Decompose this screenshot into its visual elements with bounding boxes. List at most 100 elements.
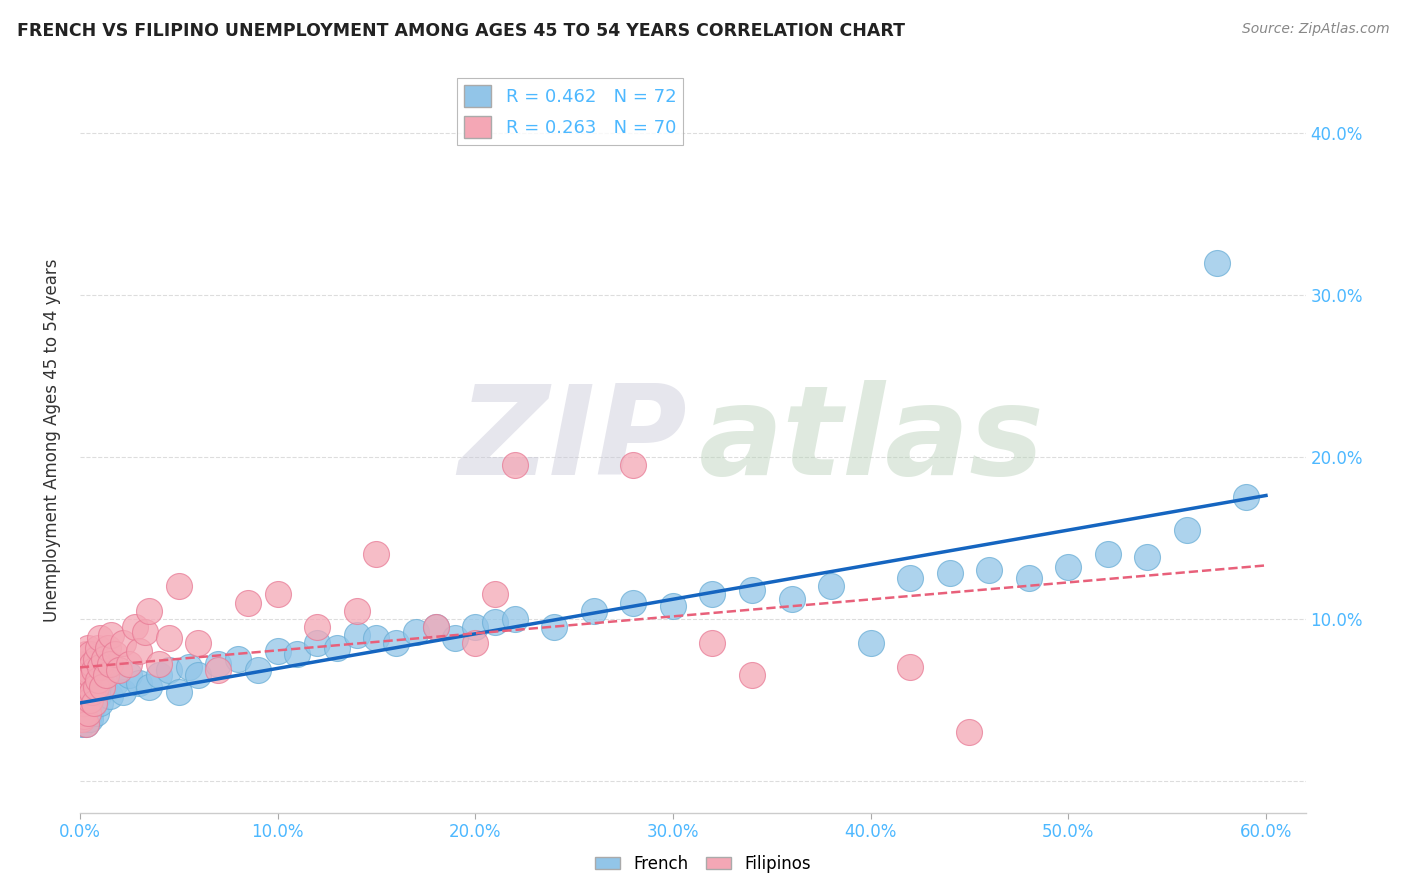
Legend: French, Filipinos: French, Filipinos bbox=[589, 848, 817, 880]
Point bbox=[444, 631, 467, 645]
Text: FRENCH VS FILIPINO UNEMPLOYMENT AMONG AGES 45 TO 54 YEARS CORRELATION CHART: FRENCH VS FILIPINO UNEMPLOYMENT AMONG AG… bbox=[17, 22, 905, 40]
Point bbox=[73, 700, 96, 714]
Point bbox=[187, 636, 209, 650]
Point bbox=[75, 684, 97, 698]
Point bbox=[76, 706, 98, 720]
Point bbox=[702, 587, 724, 601]
Point bbox=[979, 563, 1001, 577]
Point bbox=[70, 712, 93, 726]
Point bbox=[84, 680, 107, 694]
Point bbox=[1097, 547, 1119, 561]
Point bbox=[484, 587, 506, 601]
Point bbox=[1234, 491, 1257, 505]
Point bbox=[582, 604, 605, 618]
Point bbox=[70, 696, 93, 710]
Point bbox=[780, 592, 803, 607]
Point bbox=[167, 579, 190, 593]
Point bbox=[621, 595, 644, 609]
Point bbox=[543, 620, 565, 634]
Point bbox=[75, 696, 97, 710]
Point bbox=[86, 640, 108, 655]
Point bbox=[148, 668, 170, 682]
Point bbox=[898, 571, 921, 585]
Point bbox=[70, 668, 93, 682]
Point bbox=[73, 706, 96, 720]
Point bbox=[138, 680, 160, 694]
Point bbox=[405, 624, 427, 639]
Point bbox=[93, 652, 115, 666]
Point bbox=[86, 690, 108, 704]
Point bbox=[70, 680, 93, 694]
Point bbox=[1175, 523, 1198, 537]
Point bbox=[366, 631, 388, 645]
Point bbox=[90, 680, 112, 694]
Point bbox=[124, 620, 146, 634]
Point bbox=[73, 657, 96, 671]
Point bbox=[93, 680, 115, 694]
Point bbox=[70, 706, 93, 720]
Point bbox=[100, 628, 122, 642]
Point bbox=[79, 692, 101, 706]
Point bbox=[89, 684, 111, 698]
Point bbox=[79, 668, 101, 682]
Point bbox=[83, 696, 105, 710]
Point bbox=[79, 712, 101, 726]
Point bbox=[76, 700, 98, 714]
Point bbox=[425, 620, 447, 634]
Point bbox=[104, 648, 127, 662]
Point bbox=[80, 684, 103, 698]
Point bbox=[73, 673, 96, 688]
Point bbox=[959, 725, 981, 739]
Point bbox=[1136, 550, 1159, 565]
Point bbox=[236, 595, 259, 609]
Point bbox=[285, 648, 308, 662]
Point bbox=[86, 673, 108, 688]
Point bbox=[503, 612, 526, 626]
Point bbox=[79, 692, 101, 706]
Point bbox=[89, 660, 111, 674]
Point bbox=[741, 668, 763, 682]
Point bbox=[104, 676, 127, 690]
Point bbox=[84, 706, 107, 720]
Point bbox=[741, 582, 763, 597]
Point bbox=[503, 458, 526, 472]
Point bbox=[75, 692, 97, 706]
Point bbox=[75, 717, 97, 731]
Point bbox=[425, 620, 447, 634]
Point bbox=[83, 676, 105, 690]
Legend: R = 0.462   N = 72, R = 0.263   N = 70: R = 0.462 N = 72, R = 0.263 N = 70 bbox=[457, 78, 683, 145]
Point bbox=[70, 712, 93, 726]
Point bbox=[75, 717, 97, 731]
Point bbox=[938, 566, 960, 581]
Point bbox=[73, 708, 96, 723]
Point bbox=[79, 648, 101, 662]
Point bbox=[346, 604, 368, 618]
Point bbox=[73, 708, 96, 723]
Point bbox=[385, 636, 408, 650]
Point bbox=[346, 628, 368, 642]
Point bbox=[98, 657, 121, 671]
Point bbox=[79, 706, 101, 720]
Point bbox=[128, 644, 150, 658]
Point bbox=[177, 660, 200, 674]
Point bbox=[118, 657, 141, 671]
Point bbox=[366, 547, 388, 561]
Text: Source: ZipAtlas.com: Source: ZipAtlas.com bbox=[1241, 22, 1389, 37]
Point bbox=[859, 636, 882, 650]
Point bbox=[70, 708, 93, 723]
Point bbox=[70, 684, 93, 698]
Point bbox=[138, 604, 160, 618]
Point bbox=[76, 712, 98, 726]
Point bbox=[326, 640, 349, 655]
Point bbox=[207, 657, 229, 671]
Point bbox=[70, 717, 93, 731]
Point bbox=[246, 664, 269, 678]
Point bbox=[167, 684, 190, 698]
Point bbox=[84, 652, 107, 666]
Point bbox=[112, 636, 135, 650]
Point bbox=[128, 676, 150, 690]
Text: ZIP: ZIP bbox=[458, 380, 686, 501]
Point bbox=[1057, 560, 1080, 574]
Point bbox=[118, 668, 141, 682]
Point bbox=[76, 664, 98, 678]
